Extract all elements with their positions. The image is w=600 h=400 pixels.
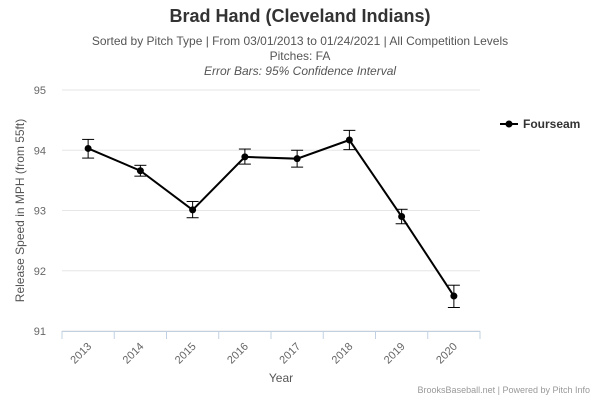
y-tick-label: 93 (34, 206, 46, 218)
chart-subtitle-pitches: Pitches: FA (269, 49, 331, 63)
chart-subtitle: Sorted by Pitch Type | From 03/01/2013 t… (91, 34, 509, 48)
data-point[interactable] (136, 167, 144, 175)
y-tick-label: 94 (34, 145, 46, 157)
data-point[interactable] (189, 206, 197, 214)
x-tick-label: 2013 (68, 341, 94, 367)
x-tick-label: 2018 (330, 341, 356, 367)
data-point[interactable] (450, 292, 458, 300)
credits-powered-link[interactable]: Powered by Pitch Info (502, 385, 590, 395)
credits-separator: | (495, 385, 503, 395)
data-point[interactable] (398, 213, 406, 221)
y-tick-label: 91 (34, 326, 46, 338)
x-tick-label: 2020 (434, 341, 460, 367)
data-point[interactable] (241, 153, 249, 161)
chart-title: Brad Hand (Cleveland Indians) (169, 6, 431, 26)
chart-credits[interactable]: BrooksBaseball.net | Powered by Pitch In… (418, 385, 590, 395)
legend-item-label[interactable]: Fourseam (523, 117, 580, 131)
data-point[interactable] (345, 136, 353, 144)
x-tick-label: 2016 (225, 341, 251, 367)
data-point[interactable] (293, 155, 301, 163)
y-tick-label: 95 (34, 85, 46, 97)
x-tick-label: 2014 (121, 341, 147, 367)
credits-site-link[interactable]: BrooksBaseball.net (417, 385, 496, 395)
x-tick-label: 2019 (382, 341, 408, 367)
legend-marker[interactable] (505, 120, 513, 128)
x-tick-label: 2017 (277, 341, 303, 367)
x-tick-label: 2015 (173, 341, 199, 367)
series-line-fourseam (87, 138, 455, 297)
data-point[interactable] (84, 144, 92, 152)
chart-subtitle-error-bars: Error Bars: 95% Confidence Interval (203, 64, 397, 78)
x-axis-title: Year (269, 371, 293, 385)
y-tick-label: 92 (34, 266, 46, 278)
y-axis-title: Release Speed in MPH (from 55ft) (13, 119, 27, 302)
